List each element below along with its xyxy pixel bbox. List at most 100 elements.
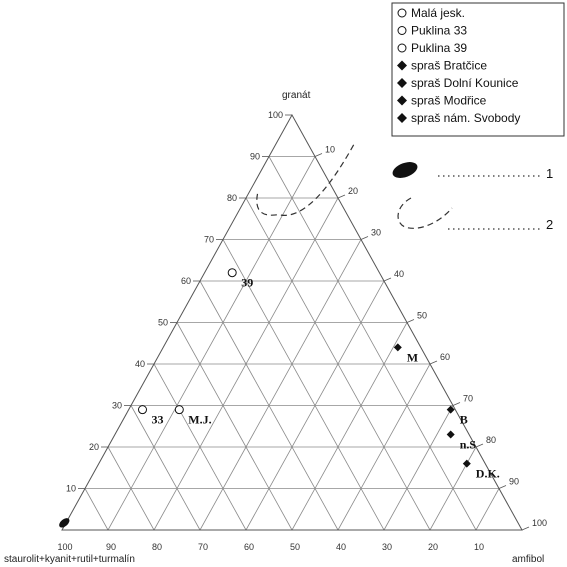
amfibol-tick-20: 20 — [348, 186, 358, 196]
base-tick-30: 30 — [382, 542, 392, 552]
granat-tick-30: 30 — [112, 401, 122, 411]
legend-marker — [397, 95, 407, 106]
grid-line-base-90 — [84, 488, 109, 531]
grid-line-base-80 — [107, 446, 155, 531]
amfibol-tick-60: 60 — [440, 352, 450, 362]
regions — [59, 143, 355, 528]
point-label: D.K. — [476, 467, 500, 481]
grid-line-base-30 — [222, 239, 385, 531]
base-tick-20: 20 — [428, 542, 438, 552]
point-marker — [446, 430, 455, 439]
granat-tick-50: 50 — [158, 318, 168, 328]
amfibol-tick-40: 40 — [394, 269, 404, 279]
base-tick-40: 40 — [336, 542, 346, 552]
region-2-outline — [256, 143, 355, 216]
grid-line-amfibol-70 — [383, 405, 454, 531]
grid-line-base-70 — [130, 405, 201, 531]
base-tick-50: 50 — [290, 542, 300, 552]
base-tick-10: 10 — [474, 542, 484, 552]
amfibol-tick-mark — [521, 526, 530, 531]
legend-label: spraš Dolní Kounice — [411, 76, 519, 90]
amfibol-tick-mark — [406, 319, 415, 323]
point-label: n.S — [460, 438, 477, 452]
point-label: B — [460, 413, 468, 427]
amfibol-tick-50: 50 — [417, 311, 427, 321]
point-marker — [462, 459, 471, 468]
granat-tick-70: 70 — [204, 235, 214, 245]
legend-marker — [397, 113, 407, 123]
point-mj: M.J. — [174, 405, 212, 427]
base-tick-90: 90 — [106, 542, 116, 552]
amfibol-tick-mark — [314, 153, 323, 157]
amfibol-tick-mark — [337, 194, 346, 199]
grid-line-amfibol-30 — [199, 239, 362, 531]
point-dk: D.K. — [462, 459, 500, 481]
point-marker — [174, 405, 184, 415]
point-label: 39 — [241, 276, 253, 290]
legend-item: spraš Bratčice — [397, 59, 487, 73]
corner-label-right: amfibol — [512, 554, 544, 565]
legend-item: spraš nám. Svobody — [397, 111, 520, 125]
base-tick-100: 100 — [57, 542, 72, 552]
corner-label-left: staurolit+kyanit+rutil+turmalín — [4, 554, 135, 565]
corner-label-top: granát — [282, 90, 311, 101]
legend-label: spraš nám. Svobody — [411, 111, 520, 125]
base-tick-80: 80 — [152, 542, 162, 552]
region-key: 1 2 — [392, 162, 553, 232]
amfibol-tick-10: 10 — [325, 145, 335, 155]
legend-label: Puklina 39 — [411, 41, 467, 55]
key-filled-ellipse — [392, 162, 418, 178]
grid-line-amfibol-60 — [337, 363, 431, 531]
legend-marker — [397, 26, 407, 35]
amfibol-tick-mark — [360, 236, 369, 240]
legend-item: spraš Dolní Kounice — [397, 76, 519, 90]
legend-marker — [397, 8, 407, 18]
granat-tick-40: 40 — [135, 359, 145, 369]
grid-line-base-50 — [176, 322, 293, 531]
legend-marker — [397, 60, 407, 71]
legend-label: Puklina 33 — [411, 24, 467, 38]
point-33: 33 — [138, 405, 164, 427]
grid-line-amfibol-90 — [475, 488, 500, 531]
grid-layer — [84, 156, 500, 531]
point-m: M — [393, 343, 418, 364]
granat-tick-80: 80 — [227, 193, 237, 203]
amfibol-tick-80: 80 — [486, 435, 496, 445]
legend-item: Puklina 39 — [397, 41, 467, 55]
point-marker — [446, 405, 455, 414]
legend-marker — [397, 43, 407, 53]
legend-marker — [397, 78, 407, 88]
base-tick-60: 60 — [244, 542, 254, 552]
amfibol-tick-30: 30 — [371, 228, 381, 238]
legend-label: Malá jesk. — [411, 6, 465, 20]
grid-line-amfibol-80 — [429, 446, 477, 531]
legend: Malá jesk. Puklina 33 Puklina 39 spraš Brat… — [391, 2, 565, 137]
legend-label: spraš Bratčice — [411, 59, 487, 73]
amfibol-tick-100: 100 — [532, 518, 547, 528]
key-label-1: 1 — [546, 166, 553, 181]
legend-box — [391, 2, 565, 137]
grid-line-base-10 — [268, 156, 477, 531]
amfibol-tick-mark — [475, 443, 484, 448]
point-39: 39 — [227, 268, 253, 290]
legend-item: Puklina 33 — [397, 24, 467, 38]
grid-line-base-60 — [153, 363, 247, 531]
granat-tick-90: 90 — [250, 152, 260, 162]
amfibol-tick-mark — [498, 485, 507, 489]
granat-tick-100: 100 — [268, 110, 283, 120]
legend-item: spraš Modřice — [397, 94, 487, 108]
base-tick-70: 70 — [198, 542, 208, 552]
amfibol-tick-mark — [383, 277, 392, 282]
granat-tick-20: 20 — [89, 442, 99, 452]
granat-tick-10: 10 — [66, 484, 76, 494]
data-points: 39 33 M.J. M Bn.S D.K. — [138, 268, 500, 481]
key-label-2: 2 — [546, 217, 553, 232]
amfibol-tick-mark — [429, 360, 438, 365]
legend-item: Malá jesk. — [397, 6, 465, 20]
point-label: M — [407, 350, 418, 364]
grid-line-amfibol-50 — [291, 322, 408, 531]
point-b: B — [446, 405, 468, 427]
point-marker — [227, 268, 237, 278]
amfibol-tick-70: 70 — [463, 394, 473, 404]
